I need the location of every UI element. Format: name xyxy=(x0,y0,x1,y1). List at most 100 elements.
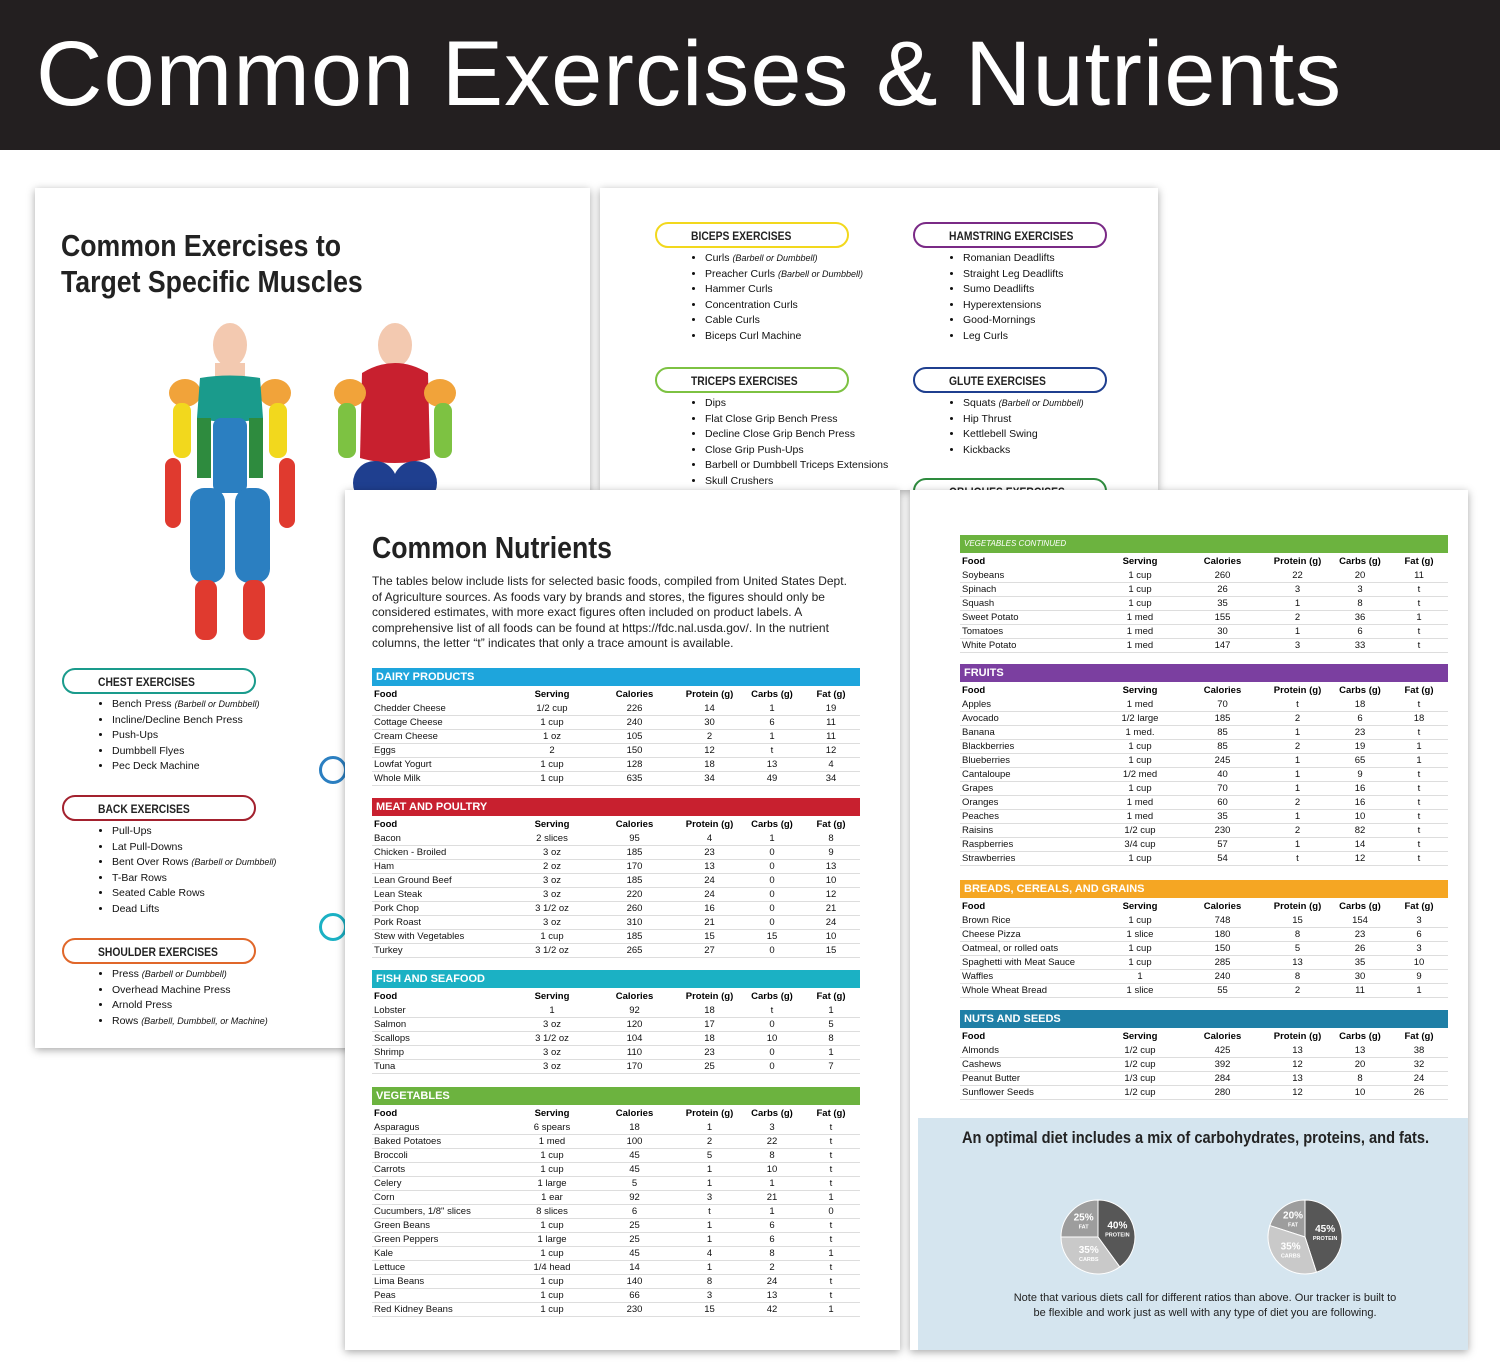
table-cell: t xyxy=(802,1232,860,1247)
exercise-note: (Barbell or Dumbbell) xyxy=(998,398,1084,408)
table-cell: Baked Potatoes xyxy=(372,1134,512,1149)
table-cell: 0 xyxy=(742,859,802,874)
table-title: NUTS AND SEEDS xyxy=(960,1010,1448,1028)
header-row: Food Serving Calories Protein (g) Carbs (g) F… xyxy=(372,988,860,1004)
table-cell: 3 oz xyxy=(512,1059,592,1074)
table-cell: 0 xyxy=(742,901,802,916)
column-header: Serving xyxy=(534,818,570,830)
exercise-group-title: CHEST EXERCISES xyxy=(98,675,195,689)
table-row: Blackberries 1 cup 85 2 19 1 xyxy=(960,739,1448,754)
table-cell: 24 xyxy=(802,915,860,930)
table-cell: 70 xyxy=(1180,781,1265,796)
table-cell: 3 xyxy=(742,1121,802,1135)
header-row: Food Serving Calories Protein (g) Carbs (g) F… xyxy=(960,553,1448,569)
table-cell: t xyxy=(802,1148,860,1163)
table-cell: 1 med xyxy=(1100,795,1180,810)
back-figure xyxy=(334,323,456,505)
pie-slice xyxy=(1269,1199,1306,1238)
table-cell: 45 xyxy=(592,1246,677,1261)
table-cell: 1 xyxy=(1265,767,1330,782)
table-row: Celery 1 large 5 1 1 t xyxy=(372,1176,860,1191)
table-row: Almonds 1/2 cup 425 13 13 38 xyxy=(960,1044,1448,1058)
table-cell: 1 cup xyxy=(512,1274,592,1289)
table-cell: 1 xyxy=(802,1302,860,1317)
pie-chart: 25%FAT 40%PROTEIN 35%CARBS xyxy=(1060,1199,1136,1275)
exercise-name: Bent Over Rows xyxy=(112,856,189,868)
table-row: Chicken - Broiled 3 oz 185 23 0 9 xyxy=(372,845,860,860)
table-cell: 2 slices xyxy=(512,832,592,846)
table-row: Peas 1 cup 66 3 13 t xyxy=(372,1288,860,1303)
table-cell: 1 med xyxy=(512,1134,592,1149)
exercise-item: Dead Lifts xyxy=(112,902,276,918)
table-cell: Sunflower Seeds xyxy=(960,1085,1100,1100)
exercise-item: Hammer Curls xyxy=(705,282,863,298)
table-grid: Food Serving Calories Protein (g) Carbs (g) F… xyxy=(960,553,1448,653)
table-row: Blueberries 1 cup 245 1 65 1 xyxy=(960,753,1448,768)
table-cell: Stew with Vegetables xyxy=(372,929,512,944)
table-cell: 23 xyxy=(677,845,742,860)
column-header: Carbs (g) xyxy=(1339,684,1381,696)
table-cell: 20 xyxy=(1330,1057,1390,1072)
column-header: Fat (g) xyxy=(816,818,846,830)
exercise-item: Kickbacks xyxy=(963,443,1084,459)
table-cell: 3 oz xyxy=(512,845,592,860)
exercise-item: Incline/Decline Bench Press xyxy=(112,713,259,729)
table-cell: 10 xyxy=(742,1162,802,1177)
table-cell: 1 cup xyxy=(1100,582,1180,597)
table-row: Eggs 2 150 12 t 12 xyxy=(372,743,860,758)
column-header: Serving xyxy=(1122,555,1158,567)
table-cell: 3 oz xyxy=(512,1045,592,1060)
column-header: Carbs (g) xyxy=(1339,555,1381,567)
exercise-note: (Barbell or Dumbbell) xyxy=(732,253,818,263)
table-cell: 1 cup xyxy=(512,1148,592,1163)
table-title: VEGETABLES CONTINUED xyxy=(960,535,1448,553)
table-row: Cheese Pizza 1 slice 180 8 23 6 xyxy=(960,927,1448,942)
column-header: Fat (g) xyxy=(1404,900,1434,912)
table-cell: 1/2 med xyxy=(1100,767,1180,782)
column-header: Protein (g) xyxy=(1273,555,1322,567)
nutrient-table: FRUITS Food Serving Calories Protein (g) Carb… xyxy=(960,664,1448,866)
table-cell: 55 xyxy=(1180,983,1265,998)
table-cell: 1 cup xyxy=(1100,739,1180,754)
table-cell: 1 xyxy=(512,1004,592,1018)
table-cell: Tomatoes xyxy=(960,624,1100,639)
column-header: Food xyxy=(962,1030,986,1042)
table-cell: Cottage Cheese xyxy=(372,715,512,730)
table-cell: 110 xyxy=(592,1045,677,1060)
exercise-name: Pull-Ups xyxy=(112,825,152,837)
table-cell: 1 large xyxy=(512,1176,592,1191)
exercise-note: (Barbell or Dumbbell) xyxy=(191,857,277,867)
table-cell: 1 cup xyxy=(1100,753,1180,768)
table-cell: 1 cup xyxy=(1100,955,1180,970)
table-cell: 5 xyxy=(592,1176,677,1191)
table-cell: 425 xyxy=(1180,1044,1265,1058)
table-cell: 4 xyxy=(677,832,742,846)
table-row: Shrimp 3 oz 110 23 0 1 xyxy=(372,1045,860,1060)
table-cell: Whole Wheat Bread xyxy=(960,983,1100,998)
table-cell: 0 xyxy=(742,873,802,888)
table-row: Lima Beans 1 cup 140 8 24 t xyxy=(372,1274,860,1289)
table-cell: 33 xyxy=(1330,638,1390,653)
table-cell: 1 xyxy=(802,1246,860,1261)
table-cell: Bacon xyxy=(372,832,512,846)
table-cell: 34 xyxy=(802,771,860,786)
column-header: Carbs (g) xyxy=(1339,1030,1381,1042)
table-cell: Oranges xyxy=(960,795,1100,810)
table-cell: 3 1/2 oz xyxy=(512,1031,592,1046)
table-cell: 8 xyxy=(742,1148,802,1163)
table-cell: 13 xyxy=(742,1288,802,1303)
table-row: Apples 1 med 70 t 18 t xyxy=(960,698,1448,712)
table-cell: 0 xyxy=(742,915,802,930)
table-cell: 265 xyxy=(592,943,677,958)
table-cell: 0 xyxy=(802,1204,860,1219)
table-cell: 10 xyxy=(1330,809,1390,824)
table-cell: 9 xyxy=(802,845,860,860)
table-cell: Tuna xyxy=(372,1059,512,1074)
table-cell: Scallops xyxy=(372,1031,512,1046)
table-title: BREADS, CEREALS, AND GRAINS xyxy=(960,880,1448,898)
exercise-list: Romanian Deadlifts Straight Leg Deadlifts… xyxy=(951,251,1063,344)
table-cell: t xyxy=(1390,781,1448,796)
table-cell: 0 xyxy=(742,943,802,958)
table-cell: 8 xyxy=(802,1031,860,1046)
table-grid: Food Serving Calories Protein (g) Carbs (g) F… xyxy=(960,682,1448,866)
